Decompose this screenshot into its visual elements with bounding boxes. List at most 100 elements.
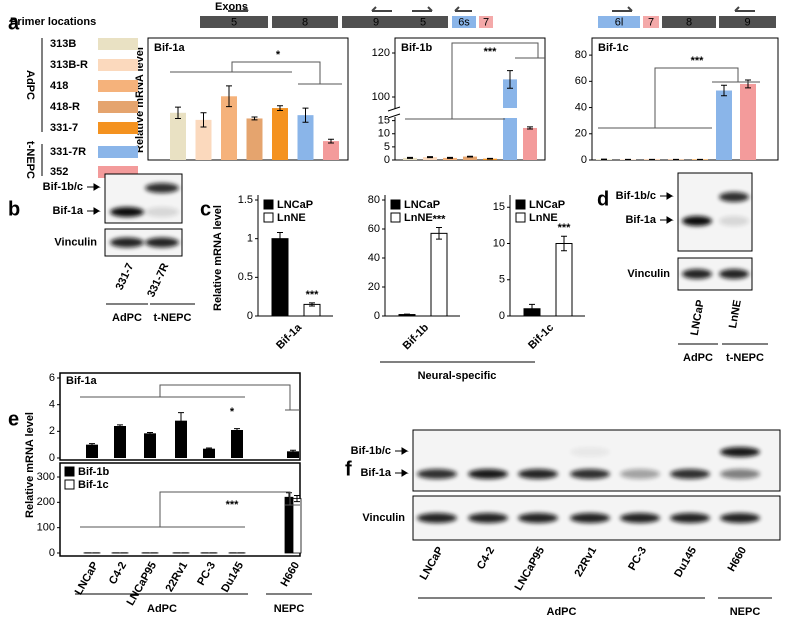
chart-title: Bif-1a xyxy=(66,375,97,387)
bar xyxy=(246,118,263,160)
y-tick-label: 200 xyxy=(37,496,55,508)
y-tick-label: 6 xyxy=(49,372,55,384)
group-label: AdPC xyxy=(112,312,142,324)
exon-box xyxy=(342,16,410,28)
exon-box xyxy=(598,16,640,28)
bar xyxy=(195,119,212,160)
error-bar xyxy=(200,112,207,128)
plot-frame xyxy=(591,37,779,161)
error-bar xyxy=(206,447,212,450)
band xyxy=(110,207,144,217)
annotation: Neural-specific xyxy=(418,370,497,382)
x-tick-label: PC-3 xyxy=(195,560,218,588)
legend-label: LNCaP xyxy=(529,199,565,211)
bar xyxy=(170,112,186,160)
y-tick-label: 4 xyxy=(49,399,55,411)
primer-arrow xyxy=(412,6,433,12)
primer-arrow xyxy=(612,6,633,12)
legend-label: LnNE xyxy=(404,212,433,224)
panel-label: e xyxy=(8,408,19,430)
legend-swatch xyxy=(390,199,401,210)
band xyxy=(110,237,144,248)
error-bar xyxy=(601,158,607,161)
y-tick-label: 120 xyxy=(372,47,390,59)
exon-box xyxy=(479,16,493,28)
error-bar xyxy=(404,313,410,316)
panel-label: c xyxy=(200,198,211,220)
y-tick-label: 60 xyxy=(368,223,380,235)
band xyxy=(145,237,179,248)
band xyxy=(620,513,660,523)
y-tick-label: 0 xyxy=(581,154,587,166)
error-bar xyxy=(467,155,473,158)
primer-label: Primer locations xyxy=(10,16,96,28)
y-tick-label: 1.5 xyxy=(238,194,253,206)
plot-frame xyxy=(394,37,546,161)
error-bar xyxy=(721,84,727,97)
loading-label: Vinculin xyxy=(627,268,670,280)
sig-bracket xyxy=(451,42,539,119)
significance: *** xyxy=(433,213,447,225)
error-bar xyxy=(302,107,309,123)
y-tick-label: 0 xyxy=(374,310,380,322)
y-tick-label: 80 xyxy=(368,194,380,206)
bar xyxy=(423,157,437,160)
bar xyxy=(523,127,537,160)
legend-label: Bif-1c xyxy=(78,479,109,491)
bar xyxy=(114,426,126,458)
exon-box xyxy=(452,16,476,28)
chart-title: Bif-1b xyxy=(401,42,432,54)
bar xyxy=(716,90,732,160)
error-bar xyxy=(436,227,442,240)
band-label: Bif-1b/c xyxy=(616,190,656,202)
band xyxy=(145,207,179,217)
group-label: AdPC xyxy=(147,603,177,615)
band-label: Bif-1b/c xyxy=(351,445,391,457)
exon-label: 9 xyxy=(744,16,750,28)
y-tick-label: 0 xyxy=(247,310,253,322)
blot-frame xyxy=(412,429,781,492)
exon-label: 6s xyxy=(458,16,470,28)
legend-swatch xyxy=(515,212,526,223)
band xyxy=(719,192,749,202)
y-tick-label: 15 xyxy=(378,115,390,127)
band xyxy=(570,447,610,457)
error-bar xyxy=(277,105,283,111)
error-bar xyxy=(234,428,240,432)
band xyxy=(719,269,749,279)
legend-swatch xyxy=(98,59,138,71)
legend-label: 313B-R xyxy=(50,59,88,71)
exon-label: 7 xyxy=(648,16,654,28)
y-tick-label: 300 xyxy=(37,471,55,483)
y-tick-label: 5 xyxy=(384,141,390,153)
legend-swatch xyxy=(98,38,138,50)
band xyxy=(720,469,760,479)
band-arrow xyxy=(660,192,674,200)
band-label: Bif-1a xyxy=(625,214,656,226)
legend-swatch xyxy=(515,199,526,210)
bar xyxy=(403,157,417,160)
error-bar xyxy=(328,138,334,144)
legend-label: 331-7R xyxy=(50,146,86,158)
error-bar xyxy=(527,126,533,130)
error-bar xyxy=(147,432,153,435)
error-bar xyxy=(407,156,413,159)
y-tick-label: 5 xyxy=(499,274,505,286)
error-bar xyxy=(290,449,296,453)
error-bar xyxy=(226,85,232,108)
legend-swatch xyxy=(98,101,138,113)
lane-label: C4-2 xyxy=(475,545,497,572)
y-tick-label: 15 xyxy=(493,201,505,213)
legend-label: 418-R xyxy=(50,101,80,113)
group-label: NEPC xyxy=(730,606,761,618)
band-arrow xyxy=(395,469,409,477)
y-tick-label: 10 xyxy=(378,128,390,140)
panel-label: a xyxy=(8,12,20,34)
legend-swatch xyxy=(263,212,274,223)
lane-label: Du145 xyxy=(672,545,699,580)
y-tick-label: 0 xyxy=(499,310,505,322)
y-tick-label: 40 xyxy=(575,101,587,113)
legend-label: 331-7 xyxy=(50,122,78,134)
bar xyxy=(287,451,299,458)
significance: * xyxy=(230,406,235,418)
